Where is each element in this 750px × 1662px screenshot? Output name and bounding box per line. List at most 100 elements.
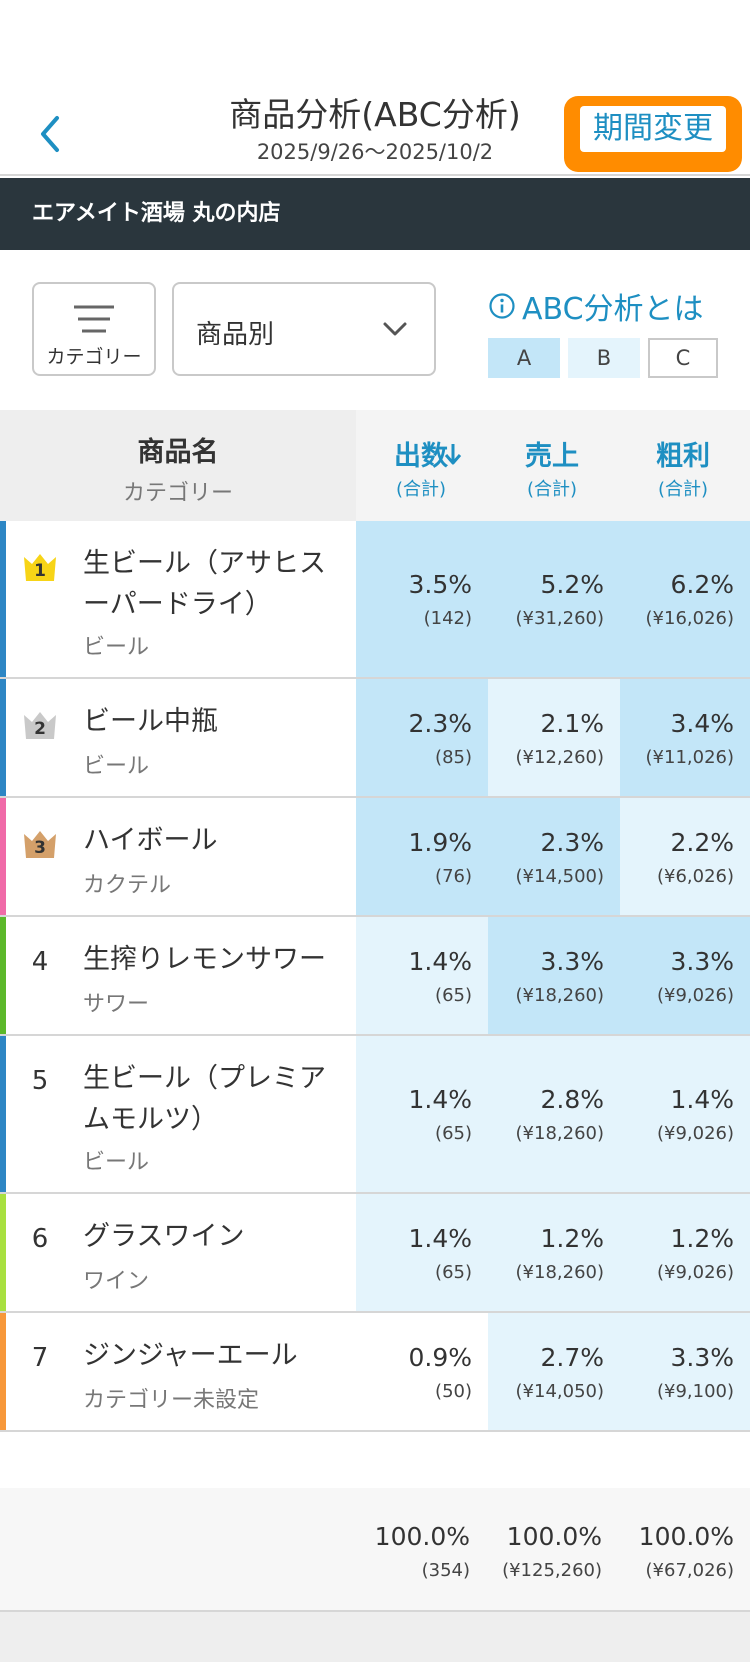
rank-number: 5 <box>22 1066 58 1096</box>
amount-value: (142) <box>424 608 472 629</box>
info-circle-icon <box>488 292 516 320</box>
sales-cell: 3.3% (¥18,260) <box>488 917 620 1034</box>
rank-number: 3 <box>22 838 58 858</box>
total-profit-pct: 100.0% <box>639 1522 734 1551</box>
rank-number: 2 <box>22 719 58 739</box>
amount-value: (¥9,026) <box>657 1123 734 1144</box>
legend-b: B <box>568 338 640 378</box>
amount-value: (¥31,260) <box>516 608 604 629</box>
table-row[interactable]: 5 生ビール（プレミアムモルツ） ビール 1.4% (65) 2.8% (¥18,260) 1… <box>0 1036 750 1194</box>
filter-bar: カテゴリー 商品別 ABC分析とは A B C <box>0 250 750 410</box>
total-quantity-amt: (354) <box>422 1560 470 1581</box>
total-quantity: 100.0% (354) <box>356 1488 486 1612</box>
profit-cell: 6.2% (¥16,026) <box>620 521 750 677</box>
share-percent: 1.4% <box>670 1085 734 1114</box>
share-percent: 1.9% <box>408 828 472 857</box>
arrow-down-icon <box>444 442 462 466</box>
chevron-down-icon <box>382 320 408 338</box>
date-range: 2025/9/26〜2025/10/2 <box>150 136 600 166</box>
share-percent: 2.7% <box>540 1343 604 1372</box>
abc-help-link[interactable]: ABC分析とは <box>488 284 704 328</box>
product-name: ビール中瓶 <box>83 701 345 742</box>
category-color-bar <box>0 679 6 796</box>
crown-icon: 1 <box>22 551 58 583</box>
rank-number: 7 <box>22 1343 58 1373</box>
back-button[interactable] <box>30 108 70 160</box>
legend-c: C <box>648 338 718 378</box>
product-category: カクテル <box>83 867 171 899</box>
profit-cell: 3.3% (¥9,026) <box>620 917 750 1034</box>
table-row[interactable]: 7 ジンジャーエール カテゴリー未設定 0.9% (50) 2.7% (¥14,050) 3.… <box>0 1313 750 1432</box>
category-filter-button[interactable]: カテゴリー <box>32 282 156 376</box>
profit-cell: 2.2% (¥6,026) <box>620 798 750 915</box>
header-quantity[interactable]: 出数 (合計) <box>356 434 486 501</box>
abc-help-label: ABC分析とは <box>522 284 704 328</box>
share-percent: 3.5% <box>408 570 472 599</box>
crown-icon: 3 <box>22 828 58 860</box>
total-profit-amt: (¥67,026) <box>646 1560 734 1581</box>
total-sales-pct: 100.0% <box>507 1522 602 1551</box>
amount-value: (¥18,260) <box>516 985 604 1006</box>
group-by-value: 商品別 <box>196 314 274 351</box>
amount-value: (¥14,500) <box>516 866 604 887</box>
header-sales-label: 売上 <box>487 434 617 473</box>
header-gross-profit[interactable]: 粗利 (合計) <box>618 434 748 501</box>
header-sales[interactable]: 売上 (合計) <box>487 434 617 501</box>
profit-cell: 1.2% (¥9,026) <box>620 1194 750 1311</box>
sales-cell: 2.7% (¥14,050) <box>488 1313 620 1430</box>
amount-value: (76) <box>435 866 472 887</box>
amount-value: (¥14,050) <box>516 1381 604 1402</box>
amount-value: (65) <box>435 1123 472 1144</box>
total-profit: 100.0% (¥67,026) <box>620 1488 750 1612</box>
product-name: ジンジャーエール <box>83 1335 345 1376</box>
table-row[interactable]: 1 生ビール（アサヒスーパードライ） ビール 3.5% (142) 5.2% (¥31,26… <box>0 521 750 679</box>
app-header: 商品分析(ABC分析) 2025/9/26〜2025/10/2 期間変更 <box>0 0 750 176</box>
store-name-bar: エアメイト酒場 丸の内店 <box>0 178 750 250</box>
table-row[interactable]: 4 生搾りレモンサワー サワー 1.4% (65) 3.3% (¥18,260) 3.3% (¥… <box>0 917 750 1036</box>
category-color-bar <box>0 1313 6 1430</box>
amount-value: (65) <box>435 1262 472 1283</box>
header-name-label: 商品名 <box>0 430 356 469</box>
table-row[interactable]: 6 グラスワイン ワイン 1.4% (65) 1.2% (¥18,260) 1.2% (¥9,0… <box>0 1194 750 1313</box>
share-percent: 3.3% <box>670 947 734 976</box>
share-percent: 2.3% <box>408 709 472 738</box>
change-period-button[interactable]: 期間変更 <box>564 96 742 172</box>
sales-cell: 2.8% (¥18,260) <box>488 1036 620 1192</box>
category-color-bar <box>0 521 6 677</box>
profit-cell: 1.4% (¥9,026) <box>620 1036 750 1192</box>
table-row[interactable]: 2 ビール中瓶ビール 2.3% (85) 2.1% (¥12,260) 3.4% (¥11,0… <box>0 679 750 798</box>
sales-cell: 2.1% (¥12,260) <box>488 679 620 796</box>
header-product-name: 商品名 カテゴリー <box>0 430 356 507</box>
amount-value: (¥9,100) <box>657 1381 734 1402</box>
sales-cell: 5.2% (¥31,260) <box>488 521 620 677</box>
share-percent: 1.4% <box>408 947 472 976</box>
total-sales: 100.0% (¥125,260) <box>488 1488 618 1612</box>
change-period-label: 期間変更 <box>580 106 726 152</box>
amount-value: (¥9,026) <box>657 985 734 1006</box>
category-filter-label: カテゴリー <box>34 342 154 369</box>
product-category: ビール <box>83 1144 149 1176</box>
rank-number: 6 <box>22 1224 58 1254</box>
rank-number: 1 <box>22 561 58 581</box>
profit-cell: 3.4% (¥11,026) <box>620 679 750 796</box>
amount-value: (50) <box>435 1381 472 1402</box>
header-sales-sub: (合計) <box>487 475 617 501</box>
quantity-cell: 0.9% (50) <box>356 1313 488 1430</box>
total-quantity-pct: 100.0% <box>375 1522 470 1551</box>
quantity-cell: 3.5% (142) <box>356 521 488 677</box>
share-percent: 2.2% <box>670 828 734 857</box>
product-category: カテゴリー未設定 <box>83 1382 259 1414</box>
amount-value: (¥18,260) <box>516 1262 604 1283</box>
quantity-cell: 2.3% (85) <box>356 679 488 796</box>
group-by-select[interactable]: 商品別 <box>172 282 436 376</box>
share-percent: 2.3% <box>540 828 604 857</box>
table-header: 商品名 カテゴリー 出数 (合計) 売上 (合計) 粗利 (合計) <box>0 410 750 521</box>
quantity-cell: 1.9% (76) <box>356 798 488 915</box>
quantity-cell: 1.4% (65) <box>356 1036 488 1192</box>
quantity-cell: 1.4% (65) <box>356 1194 488 1311</box>
header-profit-sub: (合計) <box>618 475 748 501</box>
table-row[interactable]: 3 ハイボール カクテル 1.9% (76) 2.3% (¥14,500) 2.2% (¥6,0… <box>0 798 750 917</box>
product-category: ビール <box>83 748 149 780</box>
category-color-bar <box>0 1036 6 1192</box>
header-category-label: カテゴリー <box>0 475 356 507</box>
